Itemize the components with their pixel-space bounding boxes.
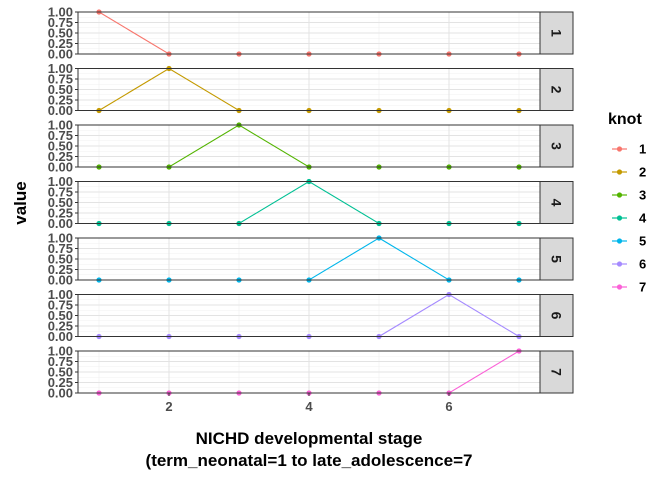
facet-strip-label: 5 <box>549 255 565 263</box>
y-tick-label: 0.75 <box>48 15 73 30</box>
x-tick-label: 2 <box>165 399 172 414</box>
x-tick-label: 4 <box>305 399 313 414</box>
facet-strip-label: 2 <box>549 86 565 94</box>
x-axis-title-line2: (term_neonatal=1 to late_adolescence=7 <box>146 451 473 470</box>
y-tick-label: 0.00 <box>48 329 73 344</box>
legend-item-5: 5 <box>612 234 646 249</box>
y-tick-label: 1.00 <box>48 344 73 359</box>
legend-key-point <box>616 284 623 290</box>
legend-key-point <box>616 261 623 267</box>
y-tick-label: 0.00 <box>48 216 73 231</box>
facet-panel-7: 0.000.250.500.751.00 7 <box>48 344 574 401</box>
y-tick-label: 0.75 <box>48 354 73 369</box>
facet-panels: 0.000.250.500.751.0010.000.250.500.751.0… <box>48 5 574 401</box>
y-tick-label: 0.00 <box>48 160 73 175</box>
legend-item-1: 1 <box>612 142 646 157</box>
y-tick-label: 0.00 <box>48 47 73 62</box>
legend-item-6: 6 <box>612 257 646 272</box>
y-tick-label: 1.00 <box>48 287 73 302</box>
y-tick-label: 0.50 <box>48 139 73 154</box>
y-tick-label: 1.00 <box>48 231 73 246</box>
y-tick-label: 0.00 <box>48 273 73 288</box>
legend-label: 6 <box>639 257 646 272</box>
facet-panel-2: 0.000.250.500.751.00 2 <box>48 61 574 118</box>
facet-strip-label: 1 <box>549 29 565 37</box>
y-tick-label: 0.25 <box>48 262 73 277</box>
legend-key-point <box>616 192 623 198</box>
legend-key-point <box>616 215 623 221</box>
y-axis-title: value <box>11 181 30 224</box>
facet-panel-4: 0.000.250.500.751.00 4 <box>48 174 574 231</box>
legend-key-point <box>616 169 623 175</box>
facet-panel-1: 0.000.250.500.751.00 1 <box>48 5 574 62</box>
y-tick-label: 0.25 <box>48 149 73 164</box>
legend-label: 1 <box>639 142 646 157</box>
legend-label: 3 <box>639 188 646 203</box>
legend-item-4: 4 <box>612 211 647 226</box>
y-tick-label: 0.75 <box>48 241 73 256</box>
legend-title: knot <box>608 111 642 128</box>
facet-strip-label: 7 <box>549 368 565 376</box>
y-tick-label: 0.75 <box>48 185 73 200</box>
y-tick-label: 0.75 <box>48 128 73 143</box>
legend: 1 2 3 4 5 6 7 <box>612 142 647 295</box>
y-tick-label: 0.50 <box>48 82 73 97</box>
x-axis-ticks: 2 4 6 <box>165 393 453 414</box>
y-tick-label: 1.00 <box>48 61 73 76</box>
legend-label: 2 <box>639 165 646 180</box>
y-tick-label: 0.00 <box>48 103 73 118</box>
x-tick-label: 6 <box>445 399 452 414</box>
y-tick-label: 0.25 <box>48 319 73 334</box>
facet-strip-label: 3 <box>549 142 565 150</box>
facet-strip-label: 4 <box>549 199 565 207</box>
facet-strip <box>539 11 574 55</box>
facet-strip <box>539 237 574 281</box>
facet-panel-3: 0.000.250.500.751.00 3 <box>48 118 574 175</box>
y-tick-label: 0.50 <box>48 308 73 323</box>
y-tick-label: 0.50 <box>48 26 73 41</box>
y-tick-label: 0.25 <box>48 93 73 108</box>
legend-label: 5 <box>639 234 646 249</box>
y-tick-label: 1.00 <box>48 5 73 20</box>
facet-strip <box>539 350 574 394</box>
facet-strip <box>539 294 574 337</box>
facet-strip <box>539 124 574 168</box>
facet-strip-label: 6 <box>549 312 565 320</box>
facet-panel-5: 0.000.250.500.751.00 5 <box>48 231 574 288</box>
y-tick-label: 0.50 <box>48 252 73 267</box>
facet-strip <box>539 68 574 111</box>
y-tick-label: 0.25 <box>48 375 73 390</box>
y-tick-label: 0.00 <box>48 386 73 401</box>
legend-label: 7 <box>639 280 646 295</box>
x-axis-title-line1: NICHD developmental stage <box>196 429 423 448</box>
y-tick-label: 0.50 <box>48 365 73 380</box>
y-tick-label: 0.25 <box>48 36 73 51</box>
y-tick-label: 0.75 <box>48 298 73 313</box>
legend-label: 4 <box>639 211 647 226</box>
y-tick-label: 0.75 <box>48 72 73 87</box>
y-tick-label: 0.25 <box>48 206 73 221</box>
y-tick-label: 1.00 <box>48 174 73 189</box>
facet-strip <box>539 181 574 224</box>
legend-item-2: 2 <box>612 165 646 180</box>
legend-key-point <box>616 146 623 152</box>
legend-item-7: 7 <box>612 280 646 295</box>
facet-panel-6: 0.000.250.500.751.00 6 <box>48 287 574 344</box>
y-tick-label: 0.50 <box>48 195 73 210</box>
legend-key-point <box>616 238 623 244</box>
y-tick-label: 1.00 <box>48 118 73 133</box>
legend-item-3: 3 <box>612 188 646 203</box>
